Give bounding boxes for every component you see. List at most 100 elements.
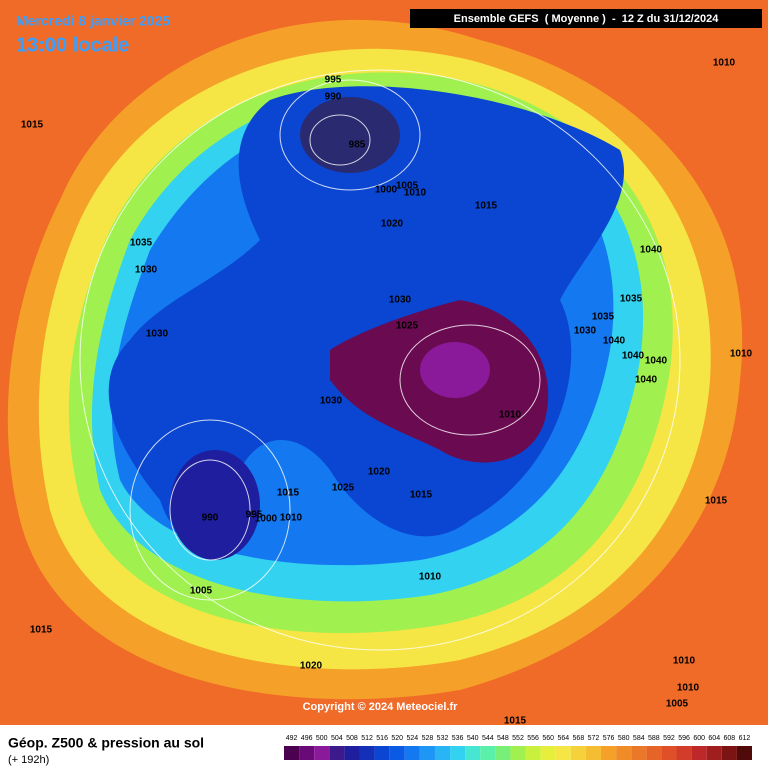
legend-label: 532 [437, 735, 449, 742]
legend-swatch [389, 746, 405, 760]
legend-swatch [329, 746, 345, 760]
legend-label: 512 [361, 735, 373, 742]
isobar-label: 1040 [645, 356, 668, 367]
isobar-label: 1035 [620, 294, 643, 305]
forecast-range: (+ 192h) [8, 754, 49, 766]
isobar-label: 1035 [130, 238, 153, 249]
color-legend: 492 496 500 504 508 512 516 520 524 528 532 536 540 5… [284, 735, 752, 760]
time: 13:00 locale [16, 34, 129, 56]
isobar-label: 1030 [574, 326, 597, 337]
legend-swatch [450, 746, 466, 760]
legend-swatch [314, 746, 330, 760]
legend-swatch [540, 746, 556, 760]
isobar [399, 324, 541, 436]
legend-label: 600 [693, 735, 705, 742]
isobar-label: 1010 [677, 683, 700, 694]
isobar-label: 1015 [705, 496, 728, 507]
legend-label: 516 [376, 735, 388, 742]
isobar-label: 1000 [255, 514, 278, 525]
legend-label: 608 [724, 735, 736, 742]
legend-swatch [480, 746, 496, 760]
isobar-labels: 9959909851010101510001005101010151020103… [21, 58, 753, 727]
isobar-label: 990 [202, 513, 219, 524]
isobar-label: 1025 [396, 321, 419, 332]
run-info: Ensemble GEFS ( Moyenne ) - 12 Z du 31/1… [454, 13, 720, 25]
isobar-label: 1010 [404, 188, 427, 199]
legend-label: 528 [422, 735, 434, 742]
legend-label: 536 [452, 735, 464, 742]
legend-swatch [434, 746, 451, 760]
isobar-label: 995 [325, 75, 342, 86]
copyright: Copyright © 2024 Meteociel.fr [303, 701, 459, 713]
run-box [410, 9, 762, 28]
isobar-label: 1005 [396, 181, 419, 192]
low-atlantic [170, 450, 260, 560]
isobar-label: 1010 [280, 513, 303, 524]
legend-label: 572 [588, 735, 600, 742]
isobar-label: 1005 [190, 586, 213, 597]
legend-swatch [570, 746, 586, 760]
legend-label: 544 [482, 735, 494, 742]
legend-label: 492 [286, 735, 298, 742]
isobar-label: 1015 [504, 716, 527, 727]
low-center [300, 97, 400, 173]
legend-label: 552 [512, 735, 524, 742]
isobar [129, 419, 291, 601]
legend-swatch [299, 746, 315, 760]
legend-label: 504 [331, 735, 343, 742]
legend-swatch [691, 746, 707, 760]
legend-label: 524 [406, 735, 418, 742]
isobar-label: 990 [325, 92, 342, 103]
legend-swatch [706, 746, 722, 760]
legend-swatch [646, 746, 662, 760]
legend-swatch [525, 746, 541, 760]
isobar-label: 1015 [410, 490, 433, 501]
isobar-label: 1025 [332, 483, 355, 494]
legend-swatch [344, 746, 360, 760]
isobar-label: 995 [246, 510, 263, 521]
legend-label: 520 [391, 735, 403, 742]
legend-label: 500 [316, 735, 328, 742]
isobar-label: 1010 [499, 410, 522, 421]
legend-swatch [465, 746, 481, 760]
legend-label: 556 [527, 735, 539, 742]
isobar [169, 459, 251, 561]
isobar-label: 1020 [300, 661, 323, 672]
isobar-label: 1030 [146, 329, 169, 340]
legend-swatch [555, 746, 571, 760]
legend-swatch [585, 746, 602, 760]
isobar-label: 1030 [135, 265, 158, 276]
legend-swatch [495, 746, 511, 760]
legend-swatch [374, 746, 390, 760]
isobar [309, 114, 371, 166]
legend-label: 612 [739, 735, 751, 742]
legend-swatch [359, 746, 375, 760]
isobar-label: 1020 [381, 219, 404, 230]
isobar [79, 69, 681, 651]
legend-swatch [676, 746, 692, 760]
isobar-label: 1010 [673, 656, 696, 667]
trough-core [420, 342, 490, 398]
isobar-label: 1035 [592, 312, 615, 323]
date: Mercredi 8 janvier 2025 [16, 13, 170, 29]
isobar-label: 1040 [635, 375, 658, 386]
legend-swatch [404, 746, 420, 760]
legend-label: 548 [497, 735, 509, 742]
isobar-label: 1040 [603, 336, 626, 347]
isobar-label: 1015 [277, 488, 300, 499]
isobar-label: 1010 [730, 349, 753, 360]
legend-label: 564 [557, 735, 569, 742]
isobar-label: 1040 [622, 351, 645, 362]
legend-swatch [510, 746, 526, 760]
legend-label: 604 [708, 735, 720, 742]
legend-label: 588 [648, 735, 660, 742]
isobar-label: 1030 [320, 396, 343, 407]
legend-label: 560 [542, 735, 554, 742]
legend-label: 584 [633, 735, 645, 742]
legend-swatch [721, 746, 737, 760]
isobar-label: 1040 [640, 245, 663, 256]
isobar-label: 1015 [30, 625, 53, 636]
legend-label: 540 [467, 735, 479, 742]
isobar-label: 1005 [666, 699, 689, 710]
